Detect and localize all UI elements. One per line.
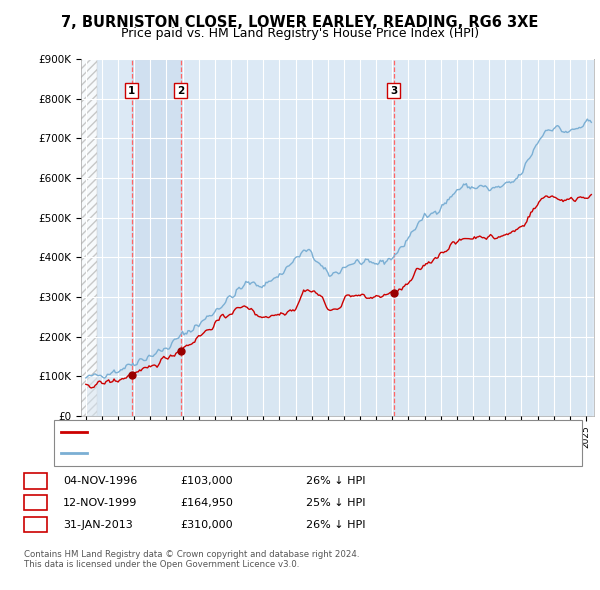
Text: 2: 2 [177, 86, 184, 96]
Text: 3: 3 [32, 520, 39, 529]
Text: Price paid vs. HM Land Registry's House Price Index (HPI): Price paid vs. HM Land Registry's House … [121, 27, 479, 40]
Text: 7, BURNISTON CLOSE, LOWER EARLEY, READING, RG6 3XE (detached house): 7, BURNISTON CLOSE, LOWER EARLEY, READIN… [93, 427, 469, 437]
Text: £164,950: £164,950 [180, 498, 233, 507]
Text: 2: 2 [32, 498, 39, 507]
Text: HPI: Average price, detached house, Wokingham: HPI: Average price, detached house, Woki… [93, 448, 331, 457]
Text: 26% ↓ HPI: 26% ↓ HPI [306, 520, 365, 529]
Text: 7, BURNISTON CLOSE, LOWER EARLEY, READING, RG6 3XE: 7, BURNISTON CLOSE, LOWER EARLEY, READIN… [61, 15, 539, 30]
Text: 12-NOV-1999: 12-NOV-1999 [63, 498, 137, 507]
Text: 1: 1 [32, 476, 39, 486]
Bar [132, 59, 181, 416]
Text: 26% ↓ HPI: 26% ↓ HPI [306, 476, 365, 486]
Text: 25% ↓ HPI: 25% ↓ HPI [306, 498, 365, 507]
Text: £103,000: £103,000 [180, 476, 233, 486]
Text: 04-NOV-1996: 04-NOV-1996 [63, 476, 137, 486]
Text: 1: 1 [128, 86, 136, 96]
Text: Contains HM Land Registry data © Crown copyright and database right 2024.
This d: Contains HM Land Registry data © Crown c… [24, 550, 359, 569]
Text: 3: 3 [390, 86, 397, 96]
Text: £310,000: £310,000 [180, 520, 233, 529]
Text: 31-JAN-2013: 31-JAN-2013 [63, 520, 133, 529]
